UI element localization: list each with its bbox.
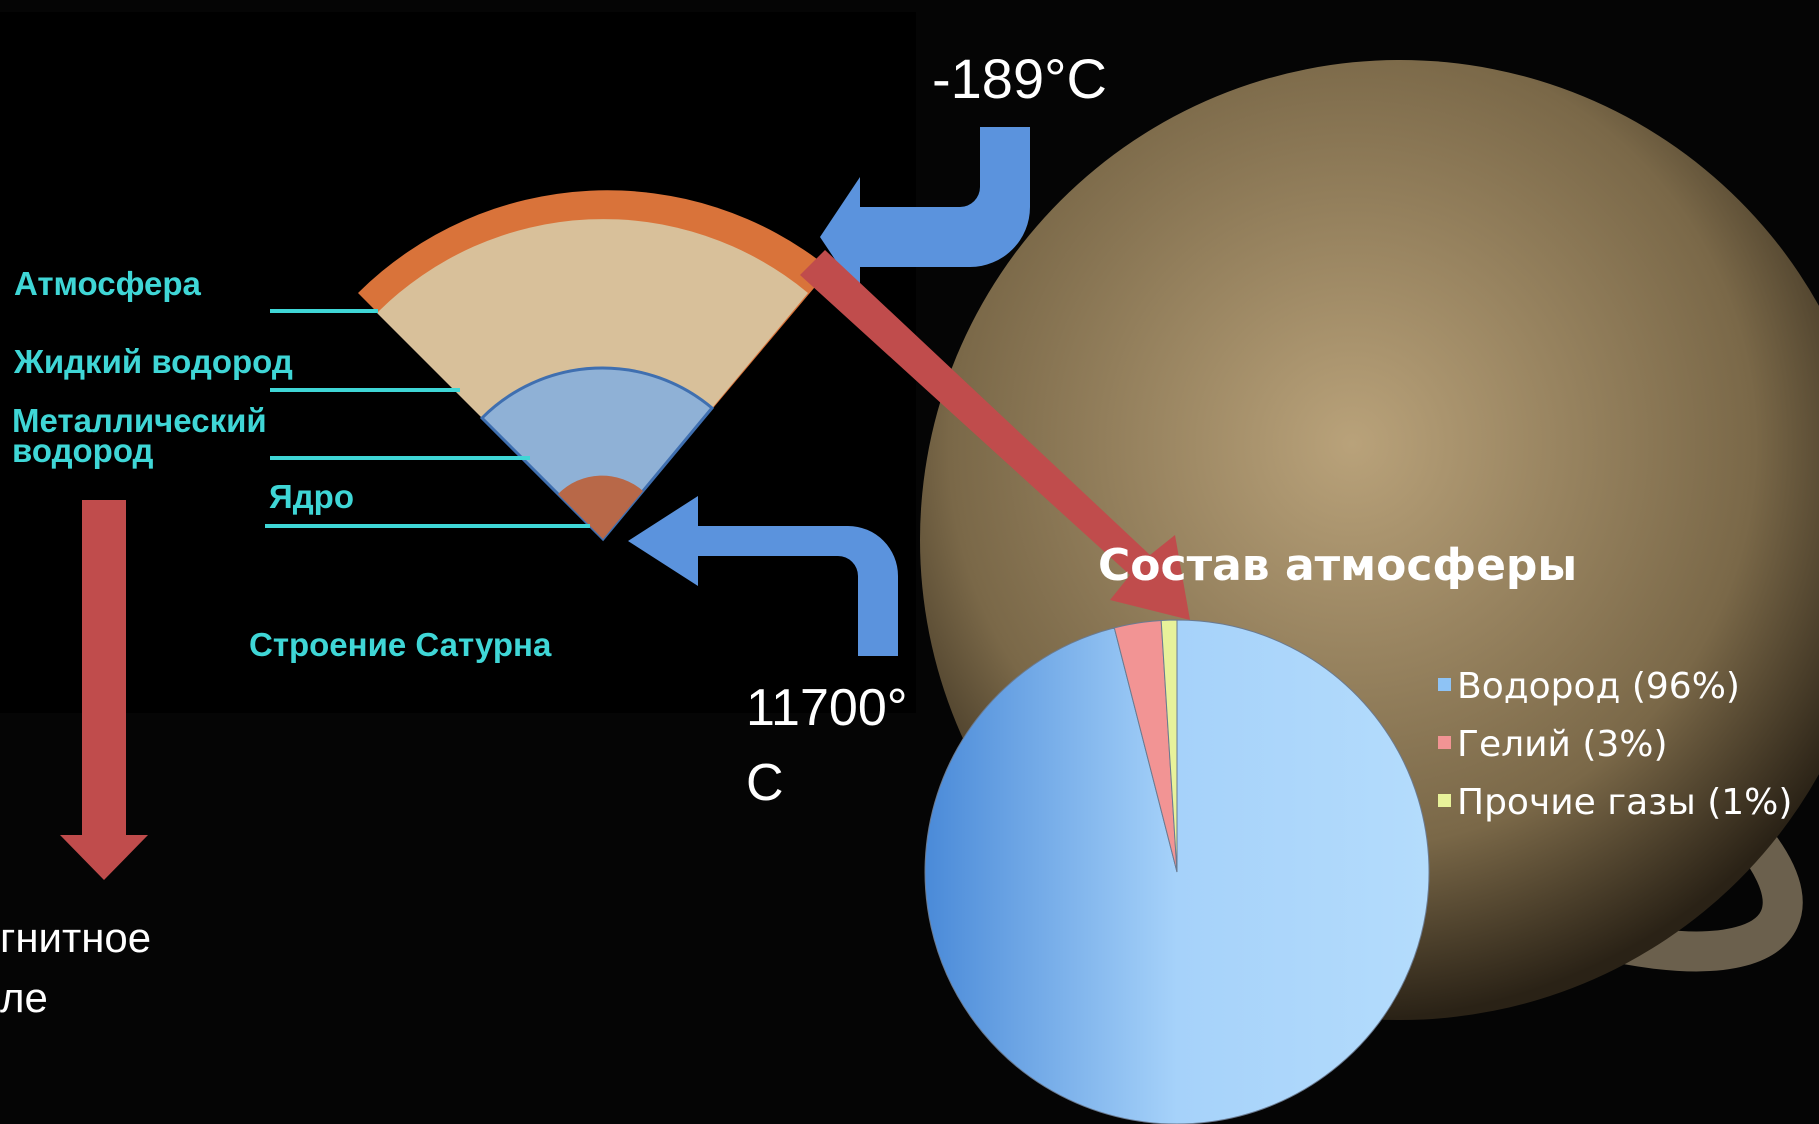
layer-label: Атмосфера [14,265,202,302]
annotation: 11700° [746,679,908,737]
legend-swatch [1438,794,1451,807]
annotation: C [746,754,784,812]
annotation: ле [0,974,48,1021]
annotation: -189°C [932,47,1107,110]
legend-label: Водород (96%) [1457,666,1740,707]
legend-swatch [1438,736,1451,749]
chart-title: Состав атмосферы [1098,540,1577,591]
layer-label: водород [12,432,154,469]
legend-label: Гелий (3%) [1457,724,1668,765]
legend-swatch [1438,678,1451,691]
diagram-title: Строение Сатурна [249,626,552,663]
layer-label: Жидкий водород [13,343,293,380]
annotation: гнитное [0,914,151,961]
layer-label: Ядро [269,478,354,515]
slide: Атмосфера Жидкий водород Металлический в… [0,0,1819,1124]
legend-label: Прочие газы (1%) [1457,782,1792,823]
